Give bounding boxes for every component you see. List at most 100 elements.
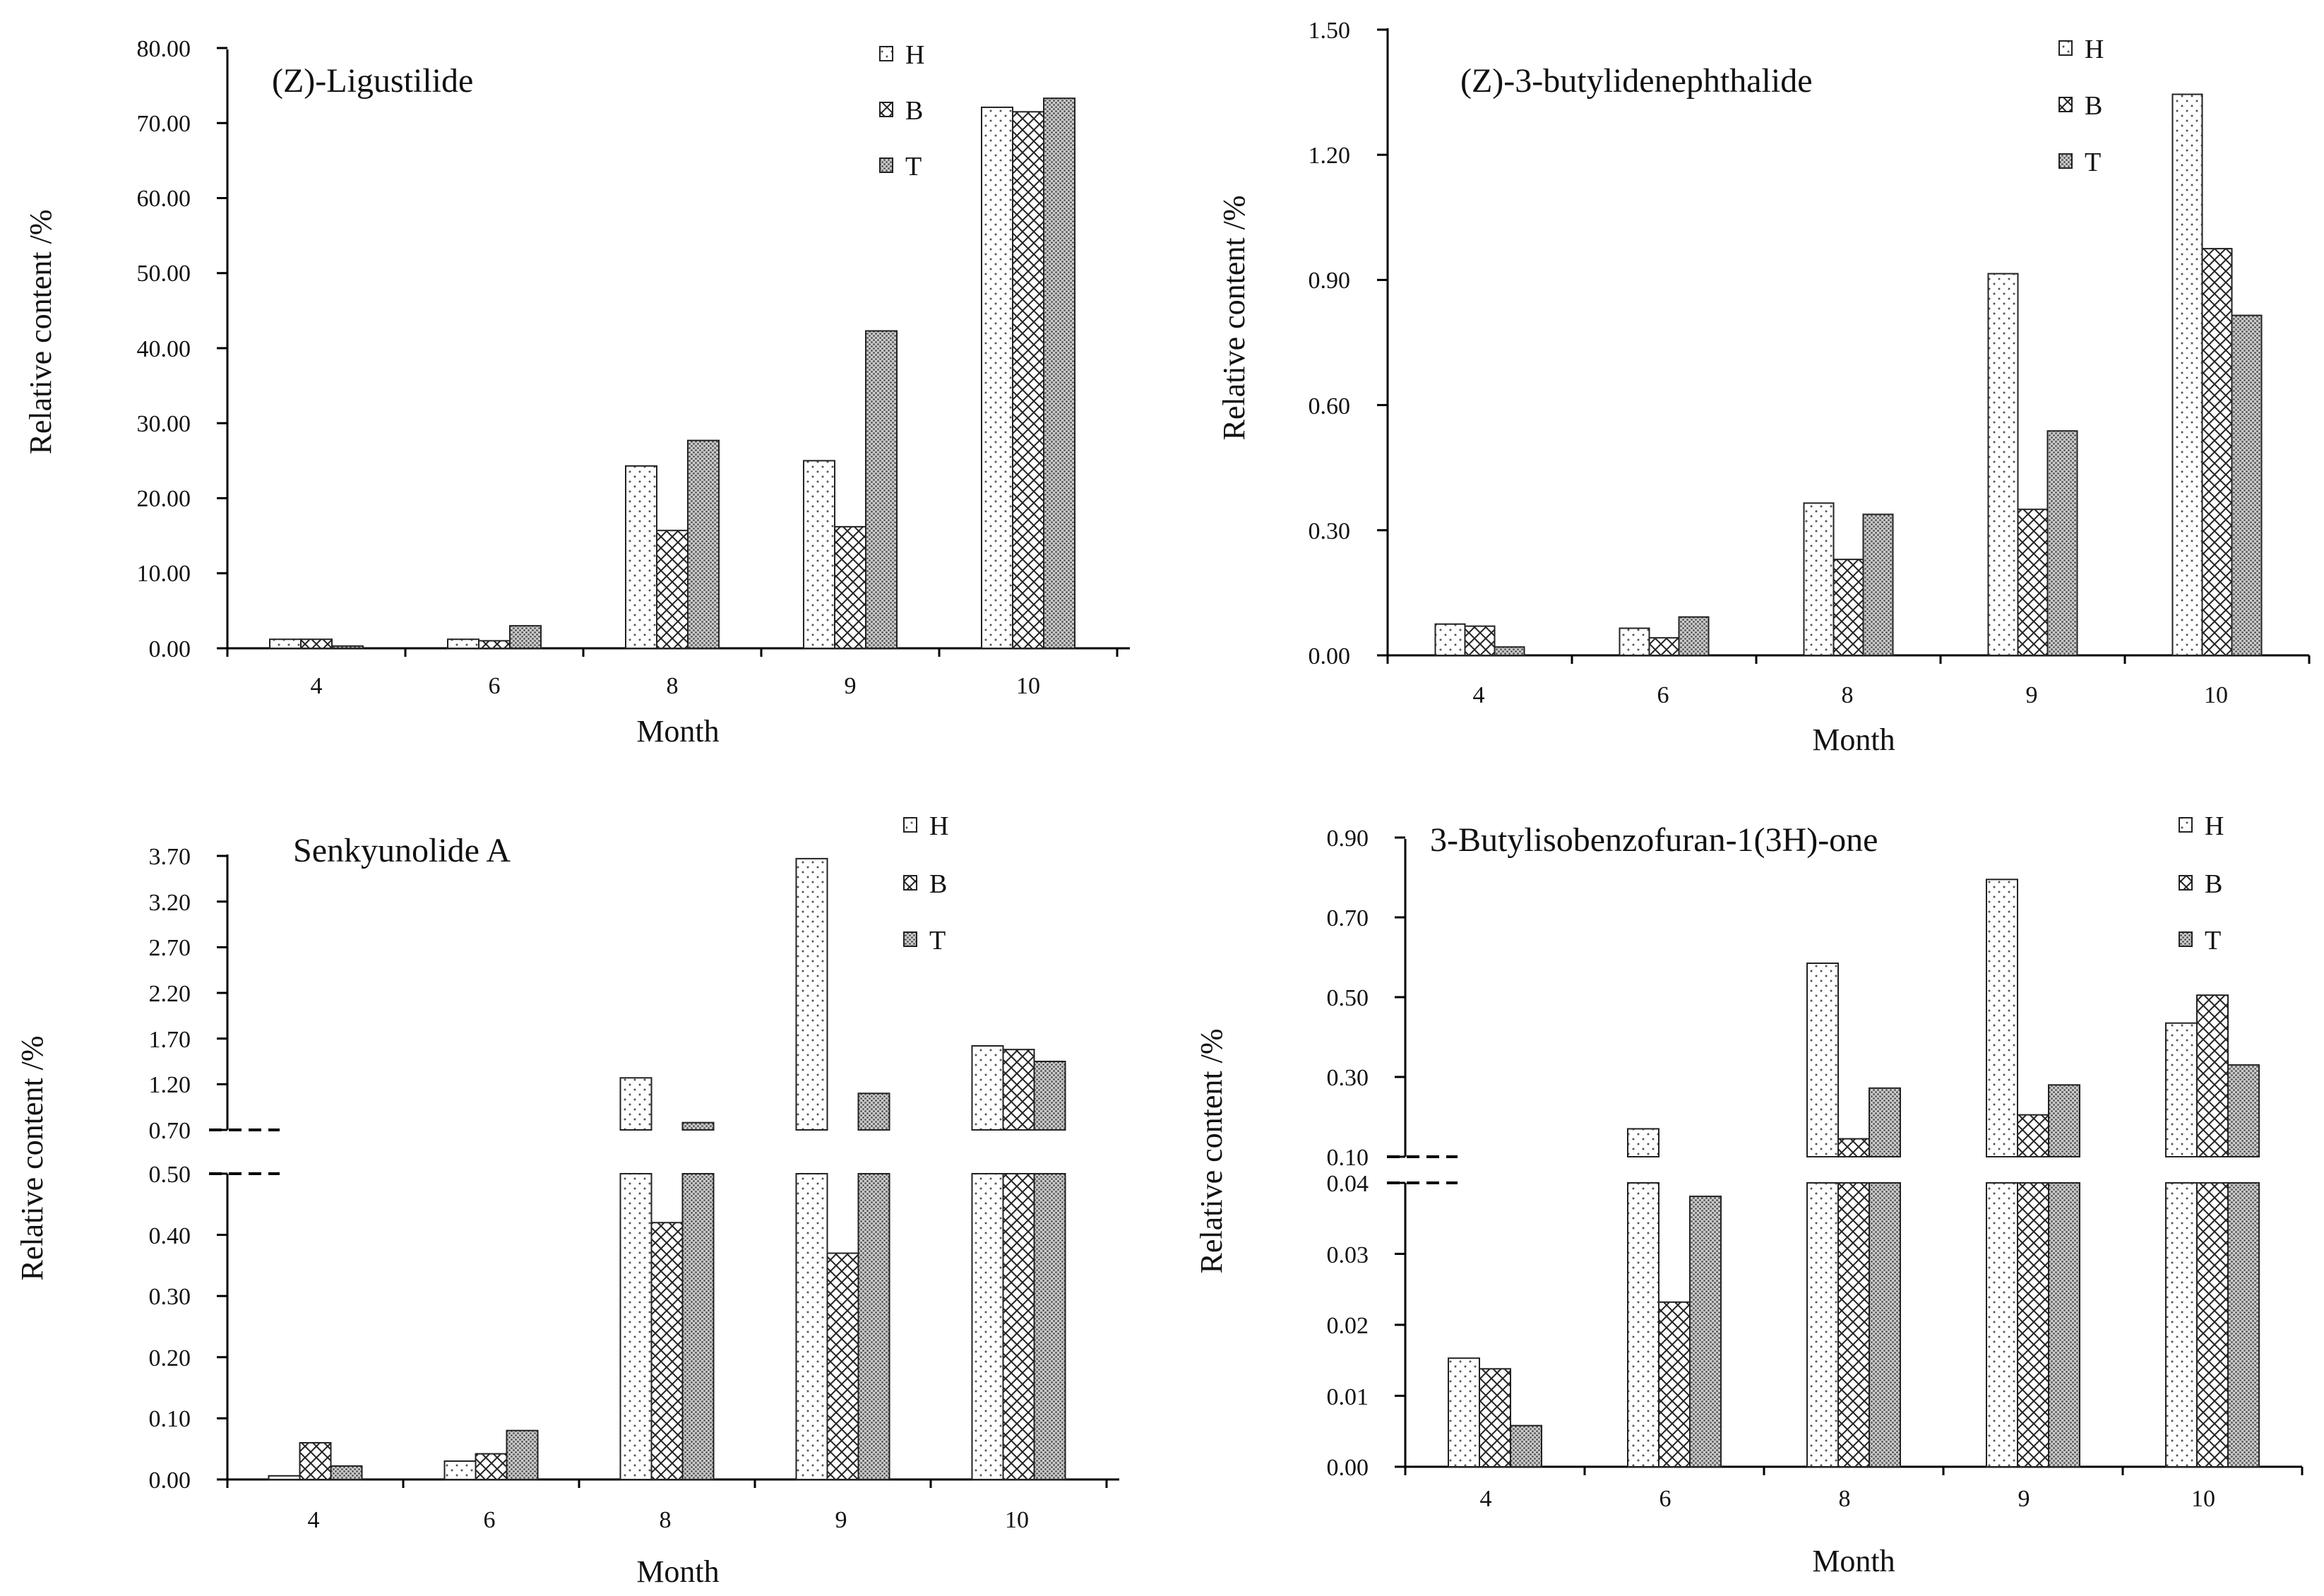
x-tick-label: 4 <box>1473 682 1485 708</box>
legend-swatch-h <box>879 46 893 61</box>
x-tick-label: 9 <box>835 1507 847 1533</box>
bar-b-10-lower <box>1002 1173 1035 1480</box>
legend-swatch-h <box>2179 817 2193 833</box>
bar-b-8 <box>650 1222 684 1481</box>
x-axis-label: Month <box>636 1554 719 1589</box>
bar-t-8-lower <box>681 1173 715 1480</box>
bar-b-10-upper <box>2196 994 2229 1158</box>
y-tick-label: 0.70 <box>1327 905 1369 931</box>
legend-swatch-h <box>2058 40 2073 56</box>
bar-b-8 <box>656 530 689 649</box>
y-tick-label: 0.60 <box>1309 393 1351 419</box>
y-tick-label: 0.04 <box>1327 1171 1369 1197</box>
y-tick-label: 0.90 <box>1327 826 1369 852</box>
bars <box>1434 93 2263 657</box>
legend-label-h: H <box>905 40 924 70</box>
bar-h-6-lower <box>1627 1182 1659 1467</box>
bar-t-10 <box>1043 97 1075 649</box>
x-ticks <box>1404 1467 2304 1475</box>
y-tick-label: 70.00 <box>137 111 191 137</box>
axis-break-marks <box>1387 1155 1458 1184</box>
x-tick-label: 10 <box>2204 682 2228 708</box>
bar-b-6 <box>1658 1301 1691 1467</box>
x-tick-label: 9 <box>2026 682 2038 708</box>
bar-t-6 <box>1678 616 1710 657</box>
bar-t-6 <box>509 625 542 649</box>
bar-b-9-lower <box>2017 1182 2049 1467</box>
y-tick-label: 1.70 <box>149 1027 191 1053</box>
bar-h-10-upper <box>971 1045 1004 1131</box>
bar-b-8 <box>1833 559 1864 656</box>
legend-label-b: B <box>929 869 947 899</box>
y-tick-label: 40.00 <box>137 336 191 362</box>
bar-h-6-upper <box>1627 1128 1659 1157</box>
bar-h-9-lower <box>1986 1182 2018 1467</box>
legend-label-h: H <box>929 811 948 841</box>
x-tick-label: 8 <box>660 1507 672 1533</box>
legend: H B T <box>903 811 948 955</box>
bar-h-6 <box>447 638 479 649</box>
y-tick-label: 10.00 <box>137 561 191 587</box>
bar-b-10 <box>2201 248 2233 657</box>
y-tick-label: 0.00 <box>149 636 191 662</box>
bar-h-9-lower <box>795 1173 828 1480</box>
x-tick-label: 8 <box>667 673 679 699</box>
y-tick-label: 2.70 <box>149 935 191 961</box>
bar-t-8 <box>1862 513 1894 657</box>
y-tick-label: 0.00 <box>1327 1455 1369 1481</box>
chart-title: 3-Butylisobenzofuran-1(3H)-one <box>1430 821 1878 859</box>
bar-b-9 <box>2017 508 2049 656</box>
bar-b-8-upper <box>1837 1138 1870 1157</box>
legend: H B T <box>2058 35 2104 177</box>
bar-b-9-upper <box>2017 1114 2049 1158</box>
bar-t-9 <box>865 330 898 649</box>
bar-b-8-lower <box>1837 1182 1870 1467</box>
bar-t-9-lower <box>2048 1182 2080 1467</box>
x-ticks <box>1386 655 2311 664</box>
bar-h-8 <box>625 465 657 649</box>
y-tick-label: 0.40 <box>149 1223 191 1249</box>
y-tick-label: 0.50 <box>149 1162 191 1188</box>
chart-senkyunolide-a: Relative content /% Month Senkyunolide A… <box>15 811 1119 1589</box>
x-axis: 4 6 8 9 10 <box>1386 654 2311 708</box>
legend-swatch-t <box>2058 153 2073 169</box>
bar-t-8-upper <box>1869 1087 1901 1157</box>
bar-t-8-lower <box>1869 1182 1901 1467</box>
bars <box>1448 879 2260 1468</box>
bar-t-10-upper <box>1033 1061 1066 1131</box>
bar-h-6 <box>443 1460 477 1481</box>
x-axis-label: Month <box>1812 1544 1895 1578</box>
bar-b-4 <box>1479 1368 1511 1468</box>
bar-t-4 <box>330 1465 363 1480</box>
y-tick-label: 0.00 <box>1309 643 1351 669</box>
bar-b-9 <box>826 1252 859 1480</box>
bar-b-10-upper <box>1002 1049 1035 1131</box>
bar-b-4 <box>1464 625 1496 656</box>
y-tick-label: 0.02 <box>1327 1313 1369 1339</box>
y-ticks <box>217 47 227 650</box>
y-axis-label: Relative content /% <box>1194 1029 1229 1274</box>
y-tick-label: 20.00 <box>137 486 191 512</box>
bar-h-4 <box>1434 623 1466 657</box>
y-axis-label: Relative content /% <box>15 1036 49 1281</box>
y-tick-label: 0.20 <box>149 1345 191 1371</box>
bar-h-4 <box>1448 1357 1480 1467</box>
bar-b-4 <box>300 638 333 649</box>
bar-h-8-lower <box>1806 1182 1839 1467</box>
x-ticks <box>226 648 1119 657</box>
bar-b-6 <box>475 1453 508 1480</box>
y-tick-label: 3.20 <box>149 890 191 916</box>
x-axis-label: Month <box>636 714 719 749</box>
legend-swatch-t <box>903 931 917 947</box>
bar-h-10-lower <box>2165 1182 2198 1467</box>
x-tick-label: 10 <box>2191 1486 2215 1512</box>
x-axis: 4 6 8 9 10 <box>226 1478 1119 1533</box>
bar-t-4 <box>331 645 364 649</box>
legend-swatch-t <box>2179 931 2193 947</box>
bar-h-10-upper <box>2165 1022 2198 1157</box>
y-axis: 0.00 0.10 0.20 0.30 0.40 0.50 0.70 1.20 … <box>149 844 280 1494</box>
bar-b-10-lower <box>2196 1182 2229 1467</box>
bar-t-10-lower <box>1033 1173 1066 1480</box>
x-tick-label: 10 <box>1016 673 1040 699</box>
bar-h-8 <box>1803 502 1835 657</box>
